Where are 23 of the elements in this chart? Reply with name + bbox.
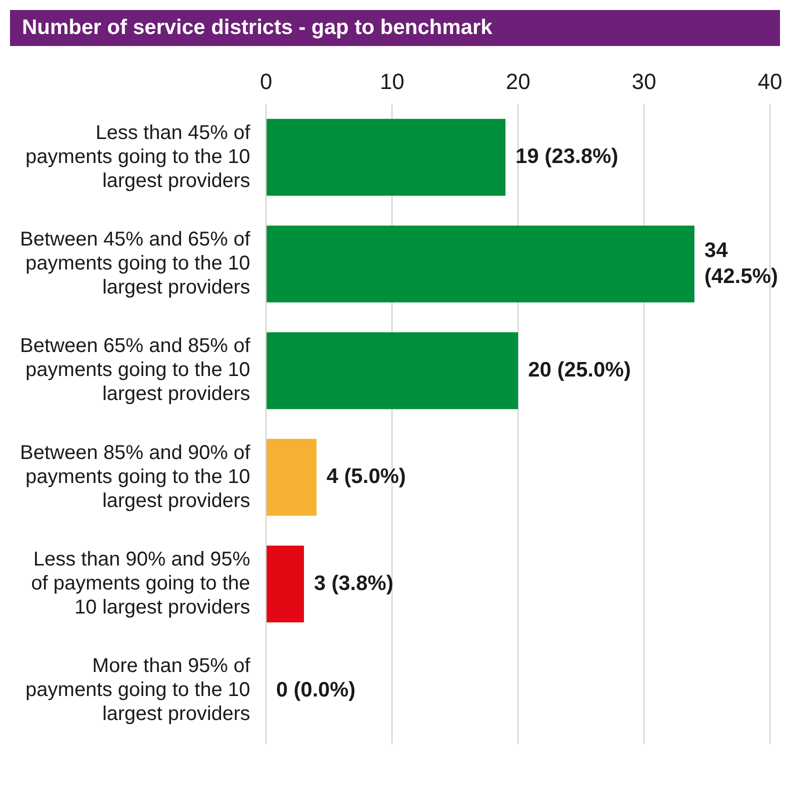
y-tick-label: Between 65% and 85% of payments going to the 10 largest providers (20, 335, 251, 406)
y-tick-label: Less than 45% of payments going to the 10 largest providers (26, 122, 251, 192)
x-tick-label: 10 (380, 68, 404, 94)
data-label: 34 (42.5%) (704, 238, 778, 288)
bar (266, 118, 506, 196)
y-tick-label: More than 95% of payments going to the 10 largest providers (26, 655, 251, 726)
data-label: 20 (25.0%) (528, 358, 631, 382)
data-label: 3 (3.8%) (314, 572, 394, 595)
data-label: 19 (23.8%) (515, 145, 618, 168)
bar (266, 546, 304, 622)
chart-title: Number of service districts - gap to benchmark (10, 10, 780, 46)
data-label: 0 (0.0%) (276, 678, 356, 702)
bar (266, 226, 694, 302)
bar (266, 332, 518, 410)
x-tick-label: 20 (506, 68, 530, 94)
x-tick-label: 40 (758, 68, 782, 94)
x-tick-label: 0 (260, 68, 272, 94)
y-tick-label: Between 85% and 90% of payments going to the 10 largest providers (20, 442, 251, 512)
x-tick-label: 30 (632, 68, 656, 94)
y-tick-label: Between 45% and 65% of payments going to the 10 largest providers (20, 228, 251, 299)
data-label: 4 (5.0%) (326, 465, 406, 488)
y-tick-label: Less than 90% and 95% of payments going to the 10 largest providers (31, 548, 250, 619)
bar (266, 438, 317, 516)
